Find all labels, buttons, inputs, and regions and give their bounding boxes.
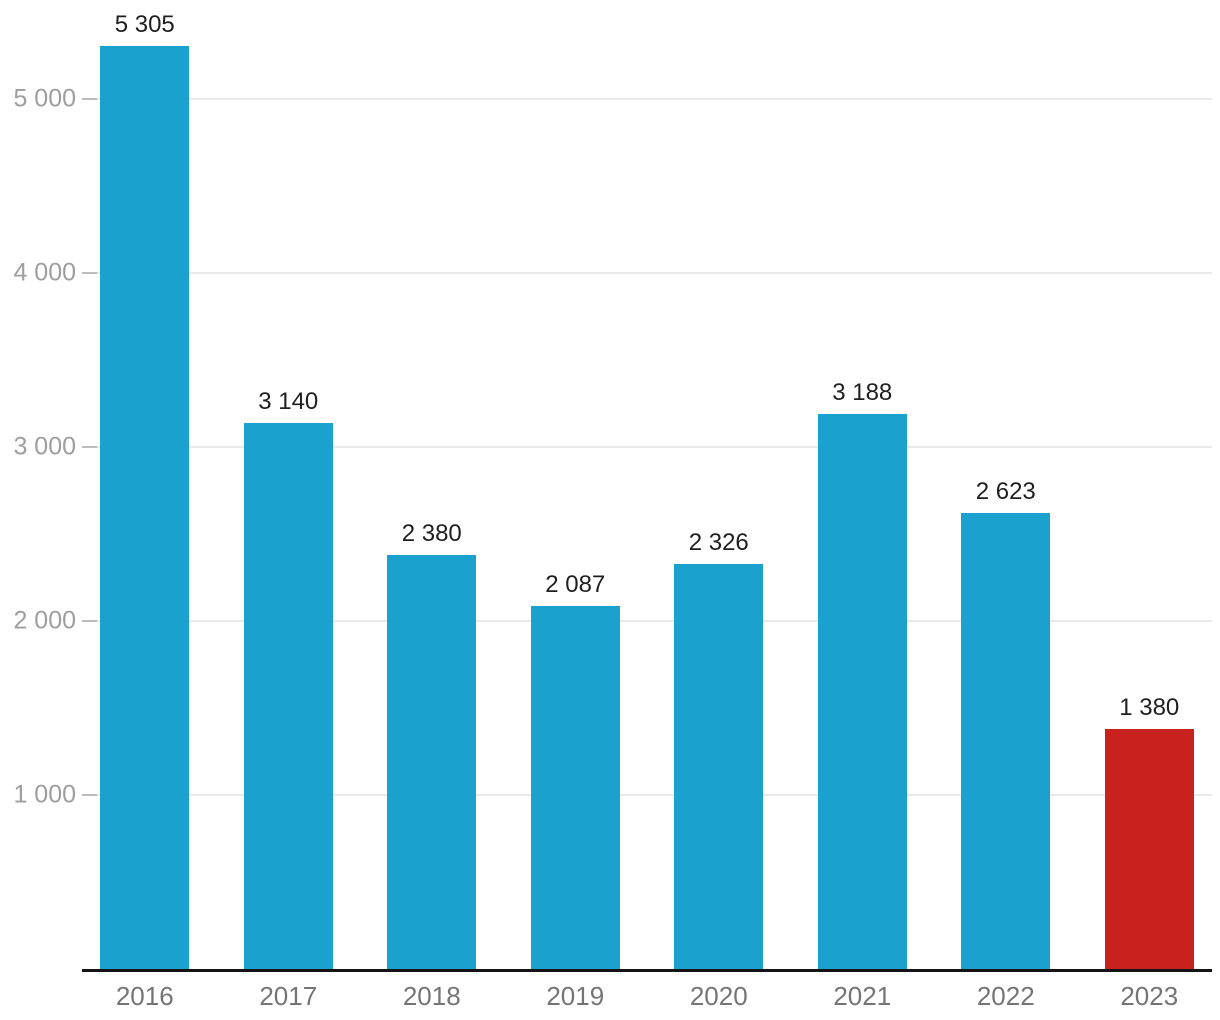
x-axis-label-2019: 2019 <box>546 981 605 1011</box>
gridline-2000 <box>82 620 1212 622</box>
bar-2020[interactable] <box>674 564 764 969</box>
gridline-1000 <box>82 794 1212 796</box>
gridline-5000 <box>82 98 1212 100</box>
bar-2021[interactable] <box>817 414 907 969</box>
x-axis-line <box>82 969 1212 972</box>
y-axis-label-5000: 5 000 <box>13 84 76 113</box>
value-label-2020: 2 326 <box>688 529 749 556</box>
x-axis-label-2022: 2022 <box>976 981 1035 1011</box>
y-axis-label-2000: 2 000 <box>13 606 76 635</box>
value-label-2019: 2 087 <box>545 571 606 598</box>
x-axis-label-2016: 2016 <box>115 981 174 1011</box>
y-axis-label-3000: 3 000 <box>13 432 76 461</box>
bar-2022[interactable] <box>961 513 1051 969</box>
x-axis-label-2021: 2021 <box>833 981 892 1011</box>
bar-2018[interactable] <box>387 555 477 969</box>
y-axis-tick-3000 <box>82 446 97 448</box>
value-label-2022: 2 623 <box>975 478 1036 505</box>
y-axis-tick-2000 <box>82 620 97 622</box>
x-axis-label-2018: 2018 <box>402 981 461 1011</box>
y-axis-tick-1000 <box>82 794 97 796</box>
bar-2017[interactable] <box>243 423 333 969</box>
value-label-2021: 3 188 <box>832 379 893 406</box>
y-axis-label-4000: 4 000 <box>13 258 76 287</box>
value-label-2018: 2 380 <box>401 520 462 547</box>
y-axis-label-1000: 1 000 <box>13 780 76 809</box>
gridline-3000 <box>82 446 1212 448</box>
y-axis-tick-4000 <box>82 272 97 274</box>
gridline-4000 <box>82 272 1212 274</box>
value-label-2016: 5 305 <box>114 11 175 38</box>
x-axis-label-2020: 2020 <box>689 981 748 1011</box>
bar-2023[interactable] <box>1104 729 1194 969</box>
x-axis-label-2017: 2017 <box>259 981 318 1011</box>
bar-2019[interactable] <box>530 606 620 969</box>
x-axis-label-2023: 2023 <box>1120 981 1179 1011</box>
y-axis-tick-5000 <box>82 98 97 100</box>
value-label-2023: 1 380 <box>1119 694 1180 721</box>
bar-2016[interactable] <box>100 46 190 969</box>
value-label-2017: 3 140 <box>258 388 319 415</box>
